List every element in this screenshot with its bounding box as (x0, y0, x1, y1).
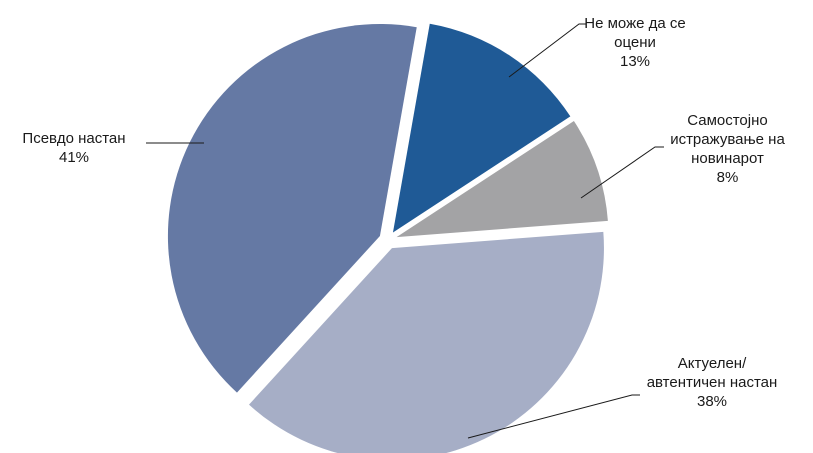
slice-label-journalist-research-line3: новинарот (691, 150, 764, 167)
leader-line-actual-event (467, 394, 640, 439)
slice-label-journalist-research-line2: истражување на (670, 131, 785, 148)
slice-label-actual-event-line2: автентичен настан (646, 374, 778, 391)
slice-actual-event (248, 231, 604, 453)
slice-label-cannot-assess: Не може да се оцени 13% (560, 14, 710, 71)
slice-label-cannot-assess-line1: Не може да се (584, 15, 686, 32)
slice-label-cannot-assess-line2: оцени (614, 34, 656, 51)
slice-label-pseudo-event: Псевдо настан 41% (4, 129, 144, 167)
slice-value-journalist-research: 8% (716, 169, 739, 186)
slice-value-pseudo-event: 41% (58, 149, 90, 166)
leader-line-journalist-research (580, 146, 664, 199)
slice-label-journalist-research: Самостојно истражување на новинарот 8% (650, 111, 805, 187)
slice-cannot-assess (392, 23, 571, 233)
slice-label-pseudo-event-line1: Псевдо настан (22, 130, 126, 147)
slice-label-actual-event-line1: Актуелен/ (677, 355, 747, 372)
leader-line-cannot-assess (508, 23, 586, 78)
slice-label-journalist-research-line1: Самостојно (687, 112, 768, 129)
slice-label-actual-event: Актуелен/ автентичен настан 38% (622, 354, 802, 411)
slice-value-cannot-assess: 13% (619, 53, 651, 70)
slice-pseudo-event (167, 24, 417, 393)
slice-journalist-research (396, 121, 608, 238)
slice-value-actual-event: 38% (696, 393, 728, 410)
